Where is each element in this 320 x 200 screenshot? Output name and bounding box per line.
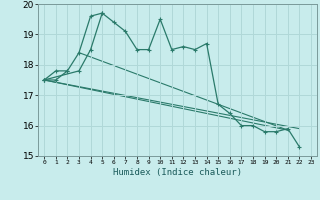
X-axis label: Humidex (Indice chaleur): Humidex (Indice chaleur) bbox=[113, 168, 242, 177]
